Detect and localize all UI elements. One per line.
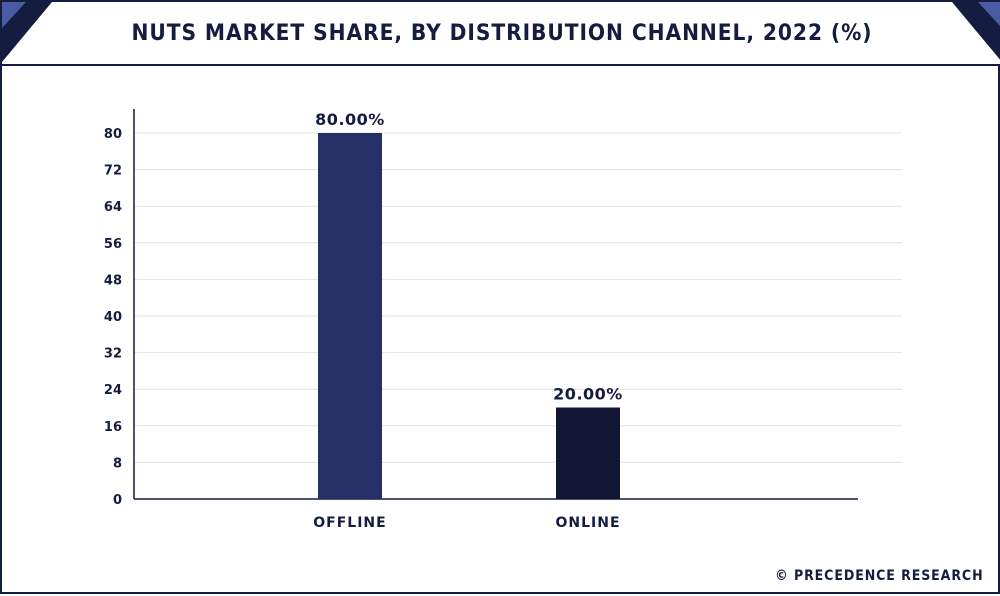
bar-offline	[318, 133, 382, 499]
data-label: 80.00%	[315, 110, 385, 129]
left-corner-dark	[2, 2, 52, 62]
y-tick-label: 32	[104, 347, 122, 362]
title-banner: NUTS MARKET SHARE, BY DISTRIBUTION CHANN…	[2, 2, 1000, 66]
y-tick-label: 24	[104, 383, 122, 398]
chart-title: NUTS MARKET SHARE, BY DISTRIBUTION CHANN…	[131, 20, 873, 46]
banner-corner-decorations	[2, 2, 1000, 62]
x-tick-label: OFFLINE	[313, 515, 386, 531]
y-tick-label: 0	[113, 493, 122, 508]
right-corner-light	[978, 2, 1000, 26]
y-tick-label: 16	[104, 420, 122, 435]
y-tick-label: 72	[104, 164, 122, 179]
data-label: 20.00%	[553, 385, 623, 404]
right-corner-dark	[952, 2, 1000, 60]
y-tick-label: 80	[104, 127, 122, 142]
left-corner-light	[2, 2, 26, 28]
bar-online	[556, 407, 620, 499]
y-tick-label: 64	[104, 200, 122, 215]
y-tick-label: 56	[104, 237, 122, 252]
y-tick-label: 48	[104, 273, 122, 288]
source-credit: © PRECEDENCE RESEARCH	[775, 568, 984, 584]
y-tick-label: 8	[113, 456, 122, 471]
y-tick-label: 40	[104, 310, 122, 325]
x-tick-label: ONLINE	[555, 515, 620, 531]
